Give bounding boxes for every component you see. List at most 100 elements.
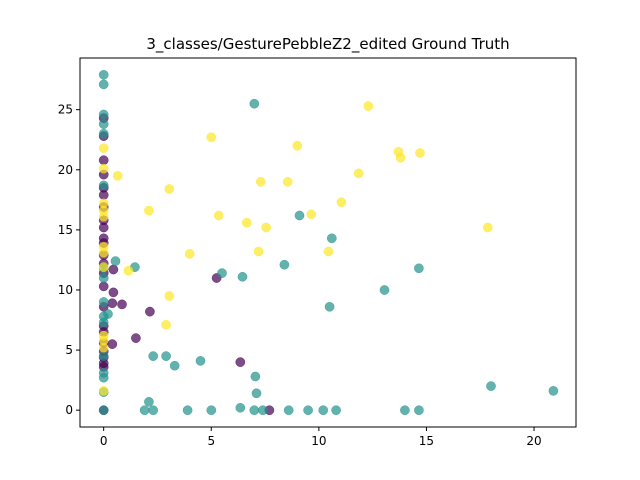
data-point bbox=[98, 155, 109, 166]
data-point bbox=[251, 388, 262, 399]
data-point bbox=[303, 405, 313, 416]
data-point bbox=[98, 273, 109, 283]
data-point bbox=[235, 357, 246, 367]
y-tick-label: 0 bbox=[65, 403, 73, 417]
data-point bbox=[98, 79, 109, 90]
data-point bbox=[161, 351, 171, 361]
data-point bbox=[144, 205, 154, 216]
data-point bbox=[103, 309, 113, 319]
data-point bbox=[98, 351, 109, 361]
data-point bbox=[144, 396, 154, 407]
data-point bbox=[324, 301, 335, 312]
data-point bbox=[123, 265, 134, 276]
data-point bbox=[241, 217, 252, 228]
data-point bbox=[217, 268, 227, 278]
data-point bbox=[253, 246, 264, 257]
plot-frame bbox=[79, 57, 577, 428]
x-tick-label: 5 bbox=[207, 434, 215, 448]
x-tick-label: 10 bbox=[311, 434, 326, 448]
data-point bbox=[331, 405, 341, 416]
data-point bbox=[98, 281, 109, 292]
data-point bbox=[548, 386, 559, 396]
data-point bbox=[98, 222, 109, 233]
data-point bbox=[98, 163, 109, 174]
data-point bbox=[279, 259, 290, 270]
data-point bbox=[98, 247, 109, 258]
data-point bbox=[206, 405, 217, 416]
data-point bbox=[414, 405, 424, 416]
data-point bbox=[353, 168, 364, 179]
data-point bbox=[336, 197, 347, 208]
data-point bbox=[379, 285, 390, 295]
y-axis: 0 5 10 15 20 25 bbox=[58, 103, 80, 417]
data-point bbox=[164, 291, 175, 301]
y-tick-label: 25 bbox=[58, 103, 73, 117]
data-point bbox=[294, 210, 305, 221]
data-point bbox=[131, 333, 141, 343]
data-point bbox=[326, 233, 337, 244]
data-point bbox=[98, 119, 109, 129]
data-point bbox=[306, 209, 317, 220]
data-point bbox=[98, 405, 109, 416]
data-point bbox=[98, 262, 109, 272]
data-point bbox=[235, 402, 246, 413]
data-point bbox=[98, 372, 109, 383]
chart-title: 3_classes/GesturePebbleZ2_edited Ground … bbox=[146, 35, 509, 54]
data-point bbox=[184, 249, 195, 259]
data-point bbox=[108, 264, 119, 275]
x-tick-label: 0 bbox=[100, 434, 108, 448]
data-point bbox=[486, 381, 496, 391]
data-point bbox=[169, 360, 180, 371]
x-tick-label: 20 bbox=[526, 434, 541, 448]
data-point bbox=[249, 405, 260, 416]
data-point bbox=[237, 271, 248, 282]
data-point bbox=[282, 176, 293, 187]
data-point bbox=[323, 246, 334, 257]
data-point bbox=[107, 339, 118, 349]
data-point bbox=[258, 405, 268, 416]
x-axis: 0 5 10 15 20 bbox=[100, 427, 542, 448]
data-point bbox=[161, 319, 171, 330]
data-point bbox=[400, 405, 410, 416]
data-point bbox=[98, 211, 109, 222]
x-tick-label: 15 bbox=[419, 434, 434, 448]
data-point bbox=[250, 371, 261, 382]
data-point bbox=[112, 170, 123, 181]
data-point bbox=[98, 143, 109, 153]
data-point bbox=[98, 180, 109, 191]
data-point bbox=[206, 132, 217, 143]
data-point bbox=[98, 317, 109, 328]
data-point bbox=[148, 351, 159, 361]
data-point bbox=[213, 210, 224, 221]
data-point bbox=[363, 101, 374, 111]
data-point bbox=[415, 148, 425, 158]
data-point bbox=[107, 298, 118, 309]
data-point bbox=[182, 405, 193, 416]
data-point bbox=[148, 405, 159, 416]
data-point bbox=[482, 222, 493, 233]
y-tick-label: 15 bbox=[58, 223, 73, 237]
data-point bbox=[117, 299, 127, 310]
data-point bbox=[98, 297, 109, 307]
data-point bbox=[108, 287, 119, 298]
y-tick-label: 20 bbox=[58, 163, 73, 177]
data-point bbox=[249, 98, 260, 109]
data-point bbox=[98, 109, 109, 120]
data-point bbox=[145, 306, 155, 317]
y-tick-label: 5 bbox=[65, 343, 73, 357]
data-point bbox=[98, 128, 109, 139]
data-point bbox=[164, 184, 175, 194]
data-point bbox=[292, 140, 303, 151]
data-point bbox=[98, 190, 109, 200]
data-point bbox=[195, 356, 206, 366]
data-point bbox=[255, 176, 266, 187]
data-point bbox=[395, 152, 406, 163]
data-point bbox=[98, 342, 109, 353]
data-point bbox=[261, 222, 271, 233]
data-point bbox=[98, 69, 109, 80]
data-point bbox=[318, 405, 329, 416]
y-tick-label: 10 bbox=[58, 283, 73, 297]
data-point bbox=[110, 256, 121, 266]
data-point bbox=[98, 386, 109, 396]
